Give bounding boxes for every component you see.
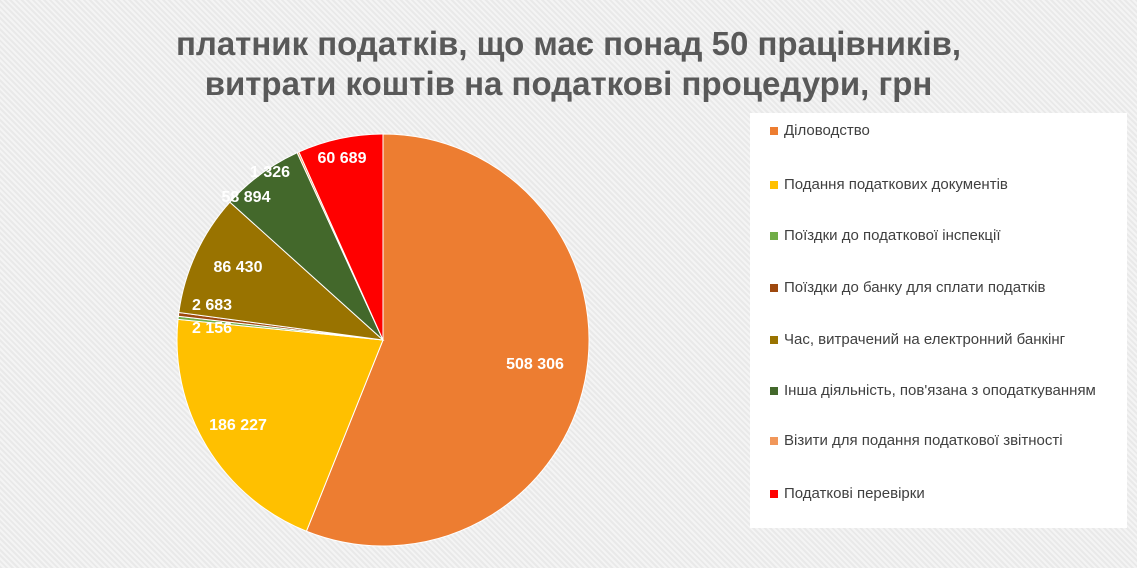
- legend-swatch: [770, 490, 778, 498]
- legend-item: Подання податкових документів: [770, 175, 1115, 195]
- pie-slice: [176, 318, 384, 532]
- legend-swatch: [770, 181, 778, 189]
- legend-item: Діловодство: [770, 121, 1115, 141]
- legend-item: Візити для подання податкової звітності: [770, 431, 1115, 451]
- legend-item: Поїздки до податкової інспекції: [770, 226, 1115, 246]
- legend-label: Поїздки до банку для сплати податків: [784, 279, 1046, 296]
- data-label: 186 227: [209, 417, 267, 434]
- pie-slice: [298, 133, 384, 341]
- data-label: 1 326: [250, 164, 290, 181]
- legend-label: Податкові перевірки: [784, 485, 925, 502]
- legend: Діловодство Подання податкових документів…: [750, 113, 1127, 528]
- legend-label: Подання податкових документів: [784, 176, 1008, 193]
- pie-slice: [305, 133, 590, 547]
- legend-swatch: [770, 437, 778, 445]
- legend-item: Час, витрачений на електронний банкінг: [770, 330, 1115, 350]
- chart-title: платник податків, що має понад 50 праців…: [0, 24, 1137, 104]
- legend-swatch: [770, 232, 778, 240]
- data-label: 86 430: [214, 259, 263, 276]
- legend-label: Поїздки до податкової інспекції: [784, 227, 1001, 244]
- data-label: 60 689: [318, 150, 367, 167]
- data-label: 2 156: [192, 320, 232, 337]
- pie-slice: [178, 201, 385, 341]
- legend-label: Час, витрачений на електронний банкінг: [784, 331, 1066, 348]
- legend-swatch: [770, 336, 778, 344]
- legend-label: Діловодство: [784, 122, 870, 139]
- legend-label: Візити для подання податкової звітності: [784, 432, 1063, 449]
- chart-title-line-2: витрати коштів на податкові процедури, г…: [204, 65, 933, 102]
- legend-label: Інша діяльність, пов'язана з оподаткуван…: [784, 382, 1096, 399]
- chart-title-line-1: платник податків, що має понад 50 праців…: [175, 25, 962, 62]
- legend-swatch: [770, 127, 778, 135]
- legend-item: Поїздки до банку для сплати податків: [770, 278, 1115, 298]
- data-label: 2 683: [192, 297, 232, 314]
- legend-swatch: [770, 284, 778, 292]
- legend-item: Інша діяльність, пов'язана з оподаткуван…: [770, 381, 1115, 401]
- data-label: 508 306: [506, 356, 564, 373]
- legend-item: Податкові перевірки: [770, 484, 1115, 504]
- legend-swatch: [770, 387, 778, 395]
- data-label: 58 894: [222, 189, 271, 206]
